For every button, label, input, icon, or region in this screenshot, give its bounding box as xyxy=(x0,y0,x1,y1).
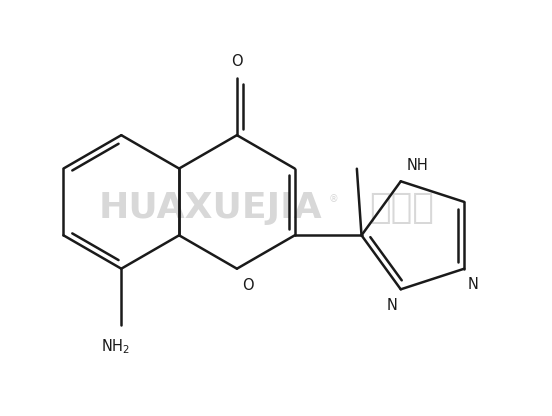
Text: O: O xyxy=(231,54,243,69)
Text: 化学加: 化学加 xyxy=(369,191,434,225)
Text: O: O xyxy=(242,278,253,293)
Text: NH$_2$: NH$_2$ xyxy=(100,337,130,356)
Text: ®: ® xyxy=(328,194,338,204)
Text: N: N xyxy=(386,298,397,313)
Text: N: N xyxy=(468,277,479,292)
Text: HUAXUEJIA: HUAXUEJIA xyxy=(99,191,322,225)
Text: NH: NH xyxy=(407,158,428,173)
